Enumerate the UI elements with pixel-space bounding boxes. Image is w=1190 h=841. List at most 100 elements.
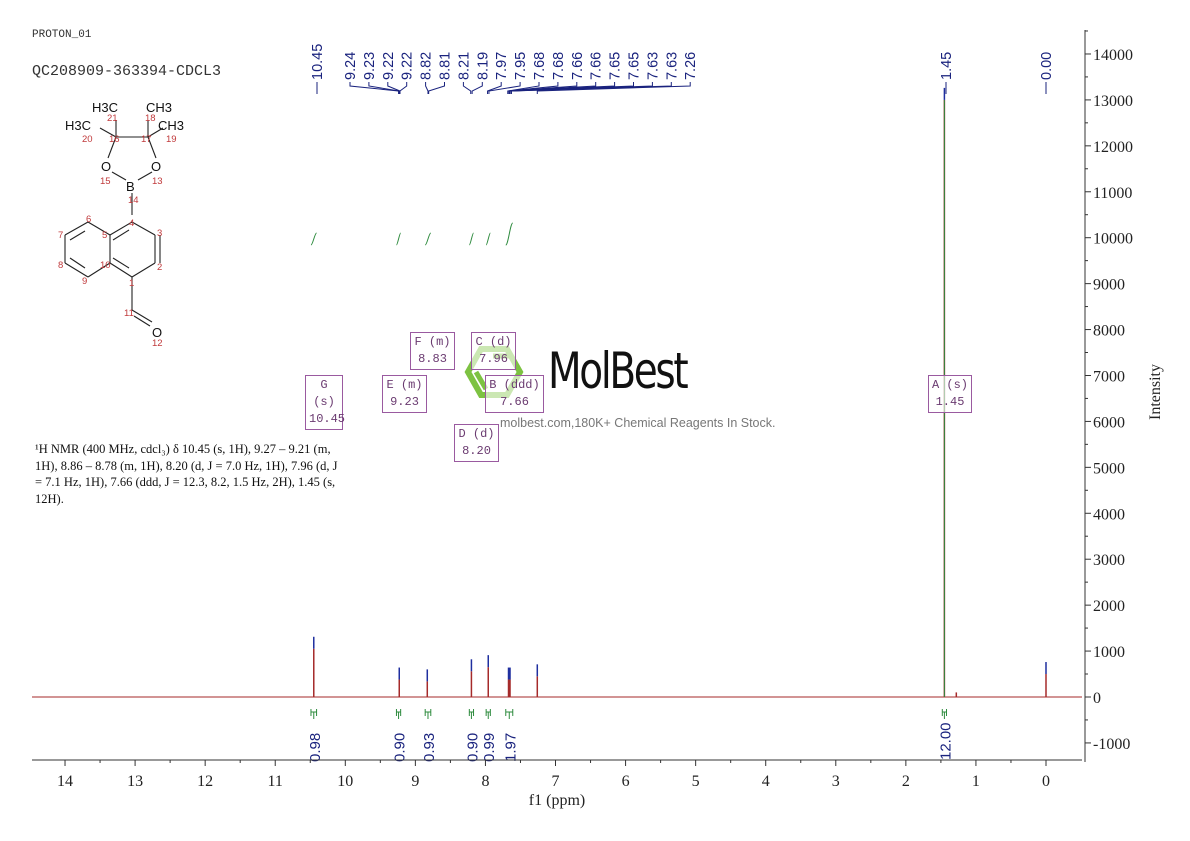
integral-curve (468, 232, 475, 246)
x-tick-label: 3 (832, 773, 840, 790)
y-tick-label: 7000 (1093, 368, 1125, 385)
integral-marker (424, 709, 432, 719)
y-tick-label: 4000 (1093, 506, 1125, 523)
bond (69, 257, 86, 269)
peak-label: 8.82 (419, 52, 435, 80)
x-tick-label: 6 (622, 773, 630, 790)
atom-number: 7 (58, 230, 63, 241)
peak-label: 0.00 (1039, 52, 1055, 80)
peak-label-connector (399, 82, 408, 94)
integral-curve (424, 232, 432, 246)
x-tick-label: 9 (411, 773, 419, 790)
integral-value: 0.98 (307, 733, 324, 762)
peak-label: 7.95 (513, 52, 529, 80)
bond (64, 262, 89, 278)
atom-number: 10 (100, 260, 111, 271)
atom-number: 16 (109, 134, 120, 145)
multiplet-name: D (d) (458, 427, 495, 441)
y-tick-label: 11000 (1093, 185, 1132, 202)
atom-number: 9 (82, 276, 87, 287)
multiplet-shift: 8.20 (462, 444, 491, 458)
atom-number: 13 (152, 176, 163, 187)
atom-label: CH3 (158, 118, 184, 133)
bond (112, 257, 130, 269)
peak-label: 7.65 (608, 52, 624, 80)
integral-value: 1.97 (502, 733, 519, 762)
experiment-name: PROTON_01 (32, 29, 92, 41)
multiplet-A: A (s) 1.45 (928, 375, 972, 413)
bond (133, 315, 151, 327)
atom-number: 14 (128, 195, 139, 206)
x-tick-label: 5 (692, 773, 700, 790)
y-tick-label: 0 (1093, 690, 1101, 707)
multiplet-name: E (m) (386, 378, 423, 392)
bond (87, 262, 111, 278)
peak-label-connector (488, 82, 521, 94)
multiplet-C: C (d) 7.96 (471, 332, 516, 370)
atom-number: 17 (141, 134, 152, 145)
x-tick-label: 12 (197, 773, 213, 790)
multiplet-F: F (m) 8.83 (410, 332, 455, 370)
atom-label: H3C (92, 100, 118, 115)
bond (109, 221, 133, 236)
integral-value: 0.99 (481, 733, 498, 762)
atom-number: 8 (58, 260, 63, 271)
atom-number: 3 (157, 228, 162, 239)
y-tick-label: 6000 (1093, 414, 1125, 431)
x-axis-label: f1 (ppm) (529, 792, 585, 809)
peak-label: 7.63 (664, 52, 680, 80)
y-axis-label: Intensity (1147, 364, 1164, 420)
peak-label-connector (428, 82, 445, 94)
bond (147, 127, 164, 138)
multiplet-name: G (s) (313, 378, 335, 409)
x-tick-label: 1 (972, 773, 980, 790)
atom-number: 2 (157, 262, 162, 273)
integral-value: 12.00 (937, 722, 954, 760)
bond (87, 221, 111, 236)
y-tick-label: 3000 (1093, 552, 1125, 569)
peak-label: 9.22 (381, 52, 397, 80)
atom-number: 4 (129, 218, 134, 229)
atom-number: 6 (86, 214, 91, 225)
bond (131, 262, 156, 278)
integral-value: 0.90 (464, 733, 481, 762)
peak-label-connector (487, 82, 502, 94)
integral-curve (485, 232, 491, 246)
y-tick-label: 10000 (1093, 231, 1133, 248)
atom-number: 20 (82, 134, 93, 145)
peak-label-connector (507, 82, 559, 94)
peak-label: 9.24 (343, 52, 359, 80)
x-tick-label: 14 (57, 773, 73, 790)
y-tick-label: 5000 (1093, 460, 1125, 477)
x-tick-label: 7 (552, 773, 560, 790)
atom-number: 12 (152, 338, 163, 349)
bond (131, 309, 153, 323)
atom-number: 21 (107, 113, 118, 124)
multiplet-shift: 10.45 (309, 412, 346, 426)
multiplet-shift: 1.45 (935, 395, 965, 409)
peak-label: 7.26 (683, 52, 699, 80)
bond (109, 262, 133, 278)
atom-label: CH3 (146, 100, 172, 115)
peak-label-connector (368, 82, 400, 94)
multiplet-shift: 7.66 (500, 395, 529, 409)
peak-label: 7.63 (645, 52, 661, 80)
atom-number: 15 (100, 176, 111, 187)
bond (107, 136, 117, 159)
peak-label: 9.22 (400, 52, 416, 80)
atom-number: 11 (124, 308, 134, 319)
peak-label-connector (425, 82, 429, 94)
atom-label: B (126, 179, 135, 194)
multiplet-B: B (ddd) 7.66 (485, 375, 544, 413)
x-tick-label: 8 (481, 773, 489, 790)
multiplet-shift: 7.96 (479, 352, 508, 366)
y-tick-label: 1000 (1093, 644, 1125, 661)
multiplet-shift: 8.83 (418, 352, 447, 366)
watermark-brand: MolBest (548, 342, 689, 400)
integral-marker (505, 709, 514, 719)
bond (147, 136, 157, 159)
y-tick-label: 12000 (1093, 139, 1133, 156)
atom-number: 1 (129, 278, 134, 289)
